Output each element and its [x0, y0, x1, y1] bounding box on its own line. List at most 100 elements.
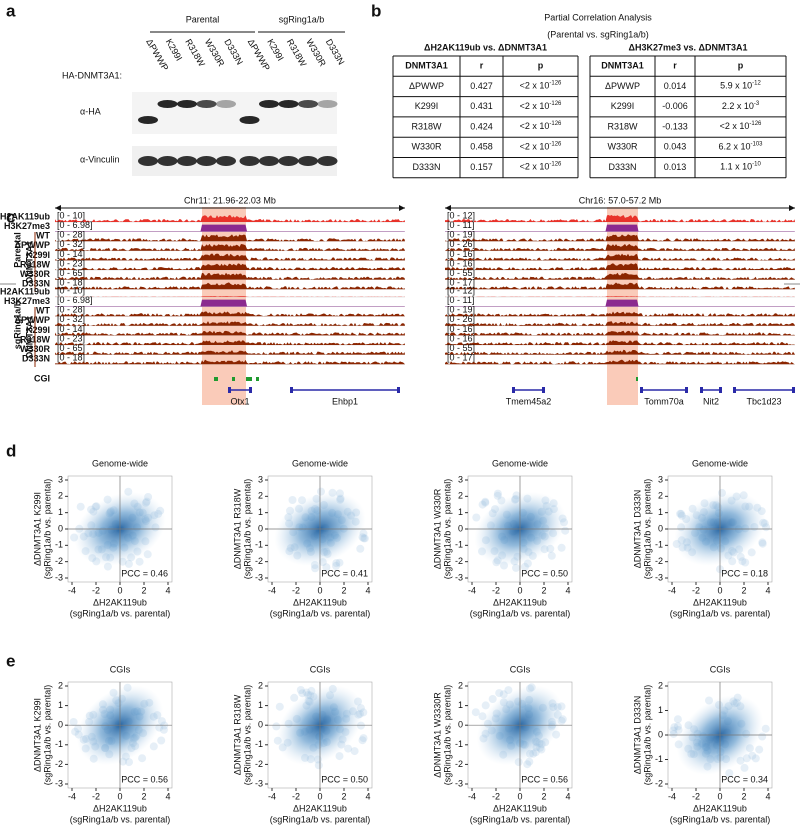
x-tick-label: -4: [68, 585, 76, 595]
band: [278, 100, 299, 108]
y-tick-label: 3: [258, 474, 263, 484]
track-range: [0 - 55]: [447, 268, 475, 278]
y-axis-label: (sgRing1a/b vs. parental): [442, 685, 452, 786]
x-axis-label: ΔH2AK119ub: [693, 597, 747, 607]
scatter-haze: [738, 557, 747, 566]
table-cell: <2 x 10-126: [520, 121, 562, 132]
p-base: <2 x 10: [520, 101, 550, 111]
table-header: p: [538, 61, 544, 71]
x-tick-label: -4: [68, 791, 76, 801]
track-range: [0 - 26]: [447, 314, 475, 324]
y-tick-label: -1: [455, 739, 463, 749]
y-tick-label: 0: [258, 720, 263, 730]
table-heading: ΔH3K27me3 vs. ΔDNMT3A1: [629, 42, 748, 52]
table-heading: ΔH2AK119ub vs. ΔDNMT3A1: [424, 42, 547, 52]
y-tick-label: 1: [58, 700, 63, 710]
region-title: Chr16: 57.0-57.2 Mb: [579, 195, 662, 205]
band: [259, 156, 279, 166]
track-label: K299I: [26, 325, 50, 335]
y-tick-label: -1: [55, 540, 63, 550]
track-range: [0 - 14]: [57, 249, 85, 259]
x-axis-label: (sgRing1a/b vs. parental): [270, 608, 371, 618]
y-axis-label: (sgRing1a/b vs. parental): [642, 479, 652, 580]
table-cell: 0.458: [470, 142, 493, 152]
scatter-haze: [471, 708, 480, 717]
track-range: [0 - 16]: [447, 258, 475, 268]
signal-track: [55, 263, 405, 270]
scatter-haze: [520, 562, 529, 571]
y-axis-label: (sgRing1a/b vs. parental): [642, 685, 652, 786]
band: [138, 156, 158, 166]
scatter-haze: [758, 539, 767, 548]
x-axis-label: (sgRing1a/b vs. parental): [70, 608, 171, 618]
x-axis-label: (sgRing1a/b vs. parental): [270, 814, 371, 824]
scatter-haze: [311, 564, 320, 573]
y-tick-label: 3: [58, 474, 63, 484]
scatter-haze: [488, 695, 497, 703]
table-cell: W330R: [411, 142, 442, 152]
band: [177, 156, 197, 166]
signal-track: [55, 243, 405, 251]
band: [196, 100, 217, 108]
plot-title: Genome-wide: [92, 458, 148, 468]
p-exp: -103: [751, 141, 764, 147]
p-exp: -126: [549, 141, 562, 147]
scatter-haze: [356, 544, 365, 553]
table-cell: <2 x 10-126: [520, 80, 562, 91]
gene-exon: [733, 387, 736, 393]
track-range: [0 - 16]: [447, 249, 475, 259]
y-tick-label: -2: [55, 556, 63, 566]
x-tick-label: -4: [268, 791, 276, 801]
plot-title: Genome-wide: [492, 458, 548, 468]
x-tick-label: -2: [492, 585, 500, 595]
gene-exon: [228, 387, 231, 393]
track-label: K299I: [26, 250, 50, 260]
track-range: [0 - 6.98]: [57, 295, 93, 305]
x-tick-label: 4: [565, 585, 570, 595]
y-tick-label: -1: [255, 540, 263, 550]
x-tick-label: 2: [341, 791, 346, 801]
track-range: [0 - 18]: [57, 353, 85, 363]
y-tick-label: -3: [455, 572, 463, 582]
p-exp: -3: [754, 100, 760, 106]
table-cell: 0.157: [470, 162, 493, 172]
signal-track: [445, 224, 795, 232]
band: [216, 100, 236, 108]
p-base: 1.1 x 10: [720, 162, 752, 172]
y-tick-label: 0: [458, 720, 463, 730]
y-tick-label: -3: [255, 572, 263, 582]
y-tick-label: -2: [655, 778, 663, 788]
x-tick-label: -2: [292, 585, 300, 595]
gene-label: Tomm70a: [644, 396, 684, 406]
y-axis-label: ΔDNMT3A1 W330R: [432, 488, 442, 569]
x-axis-label: ΔH2AK119ub: [93, 597, 147, 607]
panel-label: a: [6, 1, 16, 20]
track-label: H3K27me3: [4, 221, 50, 231]
scatter-haze: [472, 513, 481, 522]
signal-track: [55, 359, 405, 365]
x-tick-label: 2: [141, 585, 146, 595]
y-tick-label: 2: [58, 491, 63, 501]
x-tick-label: 0: [717, 585, 722, 595]
signal-track: [55, 272, 405, 280]
table-cell: 0.427: [470, 81, 493, 91]
table-cell: <2 x 10-126: [520, 100, 562, 111]
signal-track: [55, 350, 405, 355]
track-range: [0 - 16]: [447, 324, 475, 334]
table-cell: 0.431: [470, 101, 493, 111]
signal-track: [55, 340, 405, 345]
table-header: DNMT3A1: [405, 61, 448, 71]
x-tick-label: 0: [517, 585, 522, 595]
scatter-haze: [76, 502, 85, 511]
signal-track: [445, 349, 795, 355]
scatter-haze: [673, 715, 682, 724]
track-label: D333N: [22, 279, 50, 289]
dnmt-label: DNMT3A1: [24, 241, 34, 284]
scatter-haze: [547, 551, 556, 560]
table-cell: -0.133: [662, 121, 688, 131]
signal-track: [445, 263, 795, 270]
track-label: WT: [36, 231, 50, 241]
scatter-haze: [138, 754, 147, 763]
p-base: 5.9 x 10: [720, 81, 752, 91]
